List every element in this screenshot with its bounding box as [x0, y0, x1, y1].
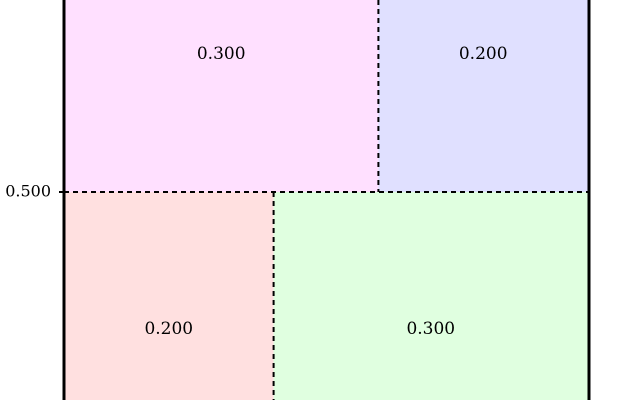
cell-r0-c1 — [378, 0, 588, 192]
cell-r0-c0 — [64, 0, 379, 192]
dividers-layer — [64, 0, 588, 400]
y-tick-label: 0.500 — [5, 182, 51, 201]
axes-layer: 0.500 — [5, 0, 591, 400]
cell-label-r1-c0: 0.200 — [144, 319, 193, 339]
cell-label-r0-c0: 0.300 — [197, 44, 246, 64]
cell-label-r0-c1: 0.200 — [459, 44, 508, 64]
cells-layer — [64, 0, 588, 400]
cell-label-r1-c1: 0.300 — [406, 319, 455, 339]
labels-layer: 0.300 0.200 0.200 0.300 — [144, 44, 507, 339]
cell-r1-c0 — [64, 192, 274, 400]
cell-r1-c1 — [273, 192, 588, 400]
